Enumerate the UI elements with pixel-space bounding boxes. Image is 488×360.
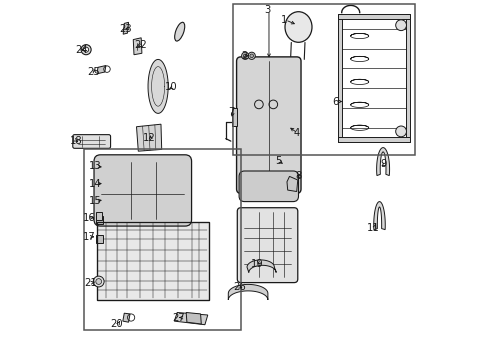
FancyBboxPatch shape (237, 208, 297, 283)
Bar (97, 222, 208, 300)
Text: 20: 20 (110, 319, 123, 329)
Text: 25: 25 (87, 67, 100, 77)
Text: 15: 15 (89, 196, 102, 206)
Polygon shape (96, 212, 102, 220)
Circle shape (93, 276, 104, 287)
Circle shape (96, 279, 102, 284)
Circle shape (249, 54, 253, 58)
Text: 23: 23 (119, 24, 132, 34)
Polygon shape (246, 260, 276, 273)
Text: 8: 8 (295, 171, 301, 181)
Polygon shape (174, 312, 207, 325)
FancyBboxPatch shape (239, 171, 298, 202)
Polygon shape (122, 313, 130, 322)
Text: 14: 14 (89, 179, 102, 189)
Polygon shape (186, 312, 201, 324)
Text: 26: 26 (232, 282, 245, 292)
Text: 16: 16 (82, 213, 95, 223)
Circle shape (395, 20, 406, 31)
Text: 9: 9 (380, 159, 386, 169)
Circle shape (247, 52, 255, 59)
Text: 10: 10 (165, 82, 178, 92)
Circle shape (243, 54, 246, 58)
Circle shape (83, 47, 88, 52)
FancyBboxPatch shape (94, 155, 191, 226)
Text: 6: 6 (332, 96, 338, 107)
FancyBboxPatch shape (73, 135, 110, 148)
Ellipse shape (285, 12, 311, 42)
Polygon shape (136, 124, 162, 151)
Polygon shape (96, 235, 103, 243)
Text: 11: 11 (366, 222, 379, 233)
FancyBboxPatch shape (236, 57, 301, 193)
Text: 21: 21 (84, 278, 97, 288)
Ellipse shape (174, 22, 184, 41)
Circle shape (395, 126, 406, 137)
Polygon shape (405, 14, 409, 142)
Polygon shape (337, 137, 409, 142)
Polygon shape (337, 14, 342, 142)
Text: 24: 24 (75, 45, 88, 55)
Polygon shape (97, 66, 106, 74)
Bar (83, 149, 241, 330)
Text: 27: 27 (172, 312, 185, 323)
Text: 18: 18 (70, 136, 82, 146)
Polygon shape (376, 148, 389, 176)
Bar (232, 4, 415, 155)
Text: 7: 7 (228, 107, 234, 117)
Text: 3: 3 (264, 5, 270, 15)
Polygon shape (337, 14, 409, 19)
Polygon shape (286, 176, 297, 192)
Text: 1: 1 (280, 15, 286, 25)
Polygon shape (96, 216, 103, 224)
Text: 19: 19 (250, 258, 263, 269)
Circle shape (81, 45, 91, 55)
Text: 22: 22 (134, 40, 146, 50)
Polygon shape (228, 284, 267, 300)
Circle shape (241, 52, 248, 59)
Text: 4: 4 (292, 128, 299, 138)
Text: 5: 5 (275, 156, 281, 166)
Bar (97, 222, 208, 300)
Text: 17: 17 (82, 232, 95, 242)
Text: 12: 12 (142, 132, 155, 143)
Polygon shape (231, 108, 236, 126)
Text: 13: 13 (89, 161, 102, 171)
Polygon shape (123, 22, 128, 34)
Polygon shape (148, 59, 168, 113)
Polygon shape (373, 202, 385, 230)
Text: 2: 2 (241, 51, 247, 61)
Polygon shape (133, 38, 142, 55)
